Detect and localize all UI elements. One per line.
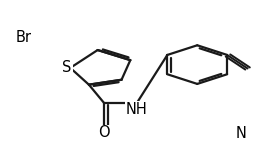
Text: S: S (62, 60, 72, 75)
Text: NH: NH (126, 102, 148, 117)
Text: N: N (236, 126, 246, 141)
Text: Br: Br (15, 30, 31, 45)
Text: O: O (99, 125, 110, 140)
